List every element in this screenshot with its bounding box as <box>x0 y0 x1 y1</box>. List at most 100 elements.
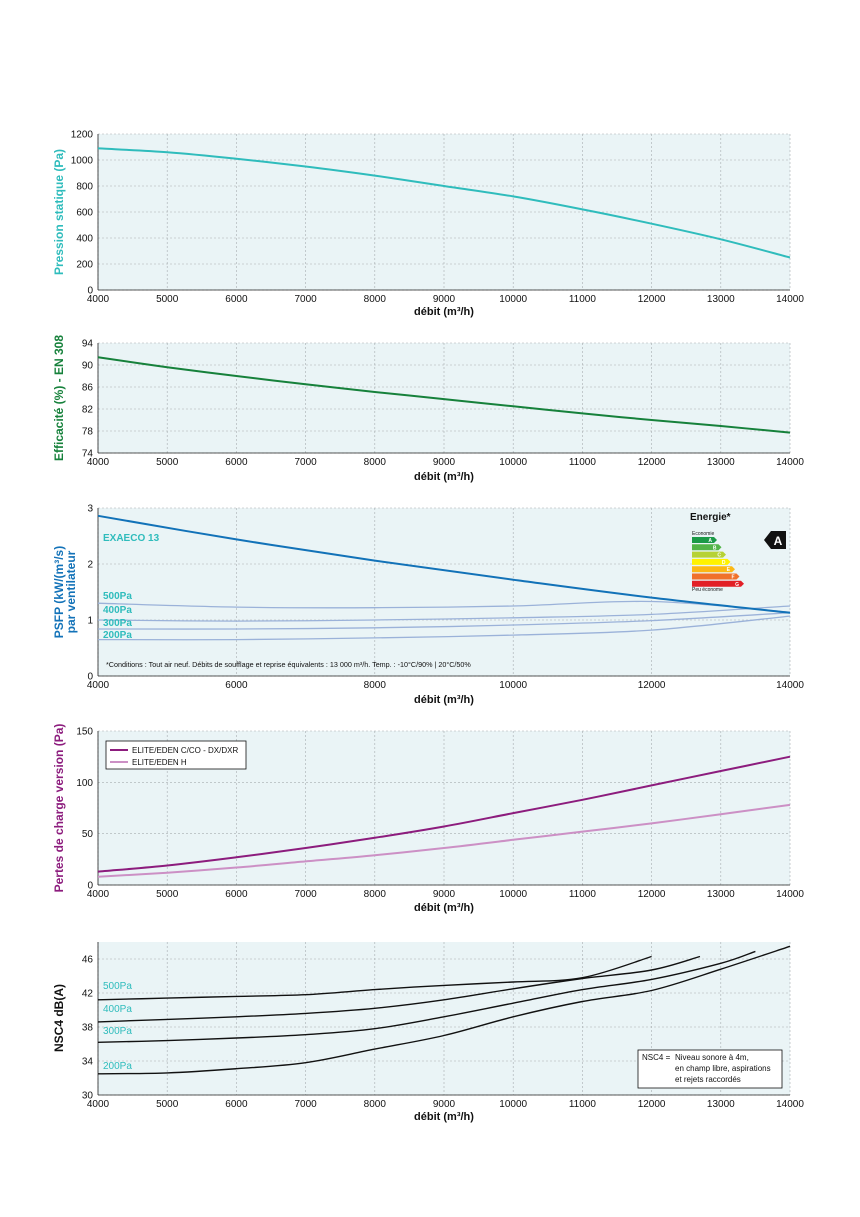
chart-efficacite: 4000 5000 6000 7000 8000 9000 10000 11000 12000 1… <box>52 335 804 483</box>
y-tick-label: 100 <box>76 778 93 789</box>
chart-psfp: 4000 6000 8000 10000 12000 14000 0 1 2 3 EXAECO 1… <box>52 504 804 707</box>
y-tick-label: 86 <box>82 383 94 394</box>
x-tick-label: 8000 <box>364 1099 387 1110</box>
ticks-pression: 4000 5000 6000 7000 8000 9000 10000 11000 12000 1… <box>71 130 805 306</box>
x-tick-label: 10000 <box>499 889 527 900</box>
x-tick-label: 14000 <box>776 457 804 468</box>
x-tick-label: 12000 <box>638 889 666 900</box>
energy-class-bar <box>692 537 717 543</box>
grid-efficacite <box>97 342 791 454</box>
series-line-200pa <box>97 615 791 641</box>
ticks-nsc4: 4000 5000 6000 7000 8000 9000 10000 11000 12000 1… <box>82 955 804 1111</box>
series-label-400pa-nsc4: 400Pa <box>103 1004 132 1015</box>
x-tick-label: 10000 <box>499 680 527 691</box>
energy-class-letter: A <box>708 538 712 544</box>
energy-class-bar <box>692 573 740 580</box>
y-tick-label: 200 <box>76 260 93 271</box>
energy-class-bar <box>692 558 731 565</box>
series-label-500pa: 500Pa <box>103 591 132 602</box>
energy-class-bar <box>692 544 722 551</box>
y-tick-label: 30 <box>82 1091 94 1102</box>
x-tick-label: 6000 <box>225 680 248 691</box>
y-tick-label: 1 <box>87 616 93 627</box>
energy-class-letter: B <box>713 545 717 551</box>
energy-title: Energie* <box>690 512 731 523</box>
series-line-300pa <box>97 612 791 630</box>
series-line-pression <box>97 147 791 259</box>
x-tick-label: 7000 <box>294 294 317 305</box>
x-tick-label: 6000 <box>225 457 248 468</box>
series-label-200pa-nsc4: 200Pa <box>103 1061 132 1072</box>
plot-area-efficacite <box>98 343 790 453</box>
energy-rating-arrow <box>764 531 786 549</box>
x-tick-label: 12000 <box>638 680 666 691</box>
energy-class-letter: C <box>717 553 721 559</box>
ticks-psfp: 4000 6000 8000 10000 12000 14000 0 1 2 3 <box>87 504 804 692</box>
x-tick-label: 10000 <box>499 294 527 305</box>
x-tick-label: 14000 <box>776 889 804 900</box>
energy-class-letter: F <box>731 575 734 581</box>
x-tick-label: 4000 <box>87 680 110 691</box>
x-tick-label: 13000 <box>707 1099 735 1110</box>
x-axis-label-pression: débit (m³/h) <box>414 306 474 318</box>
y-tick-label: 82 <box>82 405 94 416</box>
x-tick-label: 9000 <box>433 457 456 468</box>
y-axis-label-efficacite: Efficacité (%) - EN 308 <box>52 335 66 461</box>
x-tick-label: 8000 <box>364 457 387 468</box>
note-line-2: en champ libre, aspirations <box>675 1064 771 1073</box>
grid-nsc4 <box>97 942 791 1096</box>
x-tick-label: 13000 <box>707 457 735 468</box>
x-tick-label: 6000 <box>225 1099 248 1110</box>
y-tick-label: 34 <box>82 1057 94 1068</box>
note-line-3: et rejets raccordés <box>675 1075 741 1084</box>
x-tick-label: 14000 <box>776 1099 804 1110</box>
energy-class-bar <box>692 566 735 573</box>
y-tick-label: 3 <box>87 504 93 515</box>
energy-rating-letter: A <box>774 534 783 548</box>
y-axis-label-pression: Pression statique (Pa) <box>52 149 66 275</box>
x-axis-label-pertes: débit (m³/h) <box>414 902 474 914</box>
energy-class-letter: D <box>722 560 726 566</box>
x-tick-label: 4000 <box>87 1099 110 1110</box>
chart-pression: 4000 5000 6000 7000 8000 9000 10000 11000 12000 1… <box>52 130 804 319</box>
x-tick-label: 6000 <box>225 294 248 305</box>
series-label-exaeco13: EXAECO 13 <box>103 533 160 544</box>
series-line-exaeco13 <box>97 514 791 614</box>
note-box <box>637 1049 783 1089</box>
x-tick-label: 11000 <box>569 889 597 900</box>
legend-pertes: ELITE/EDEN C/CO - DX/DXR ELITE/EDEN H <box>105 740 247 770</box>
x-tick-label: 6000 <box>225 889 248 900</box>
note-key: NSC4 = <box>642 1053 671 1062</box>
series-label-300pa-nsc4: 300Pa <box>103 1026 132 1037</box>
x-tick-label: 12000 <box>638 1099 666 1110</box>
energy-class-bar <box>692 551 726 558</box>
y-tick-label: 94 <box>82 339 94 350</box>
y-tick-label: 800 <box>76 182 93 193</box>
nsc4-note: NSC4 = Niveau sonore à 4m, en champ libr… <box>637 1049 783 1089</box>
y-tick-label: 2 <box>87 560 93 571</box>
x-tick-label: 8000 <box>364 294 387 305</box>
chart-nsc4: 4000 5000 6000 7000 8000 9000 10000 11000 12000 1… <box>52 942 804 1123</box>
series-line-efficacite <box>97 356 791 434</box>
series-line-elite-eden-c <box>97 755 791 873</box>
y-axis-label-pertes: Pertes de charge version (Pa) <box>52 724 66 893</box>
x-tick-label: 4000 <box>87 889 110 900</box>
y-tick-label: 150 <box>76 727 93 738</box>
y-tick-label: 400 <box>76 234 93 245</box>
chart-pertes: 4000 5000 6000 7000 8000 9000 10000 11000 12000 1… <box>52 724 804 914</box>
x-axis-label-psfp: débit (m³/h) <box>414 694 474 706</box>
x-tick-label: 12000 <box>638 457 666 468</box>
legend-label-elite-eden-h: ELITE/EDEN H <box>132 758 187 767</box>
series-line-200pa-nsc4 <box>97 945 791 1075</box>
y-tick-label: 0 <box>87 881 93 892</box>
y-tick-label: 50 <box>82 829 94 840</box>
grid-pertes <box>97 730 791 886</box>
energy-class-letter: G <box>735 582 739 588</box>
series-label-500pa-nsc4: 500Pa <box>103 981 132 992</box>
ticks-efficacite: 4000 5000 6000 7000 8000 9000 10000 11000 12000 1… <box>82 339 804 469</box>
energy-bottom-label: Peu économe <box>692 587 723 593</box>
energy-class-letter: E <box>727 567 731 573</box>
